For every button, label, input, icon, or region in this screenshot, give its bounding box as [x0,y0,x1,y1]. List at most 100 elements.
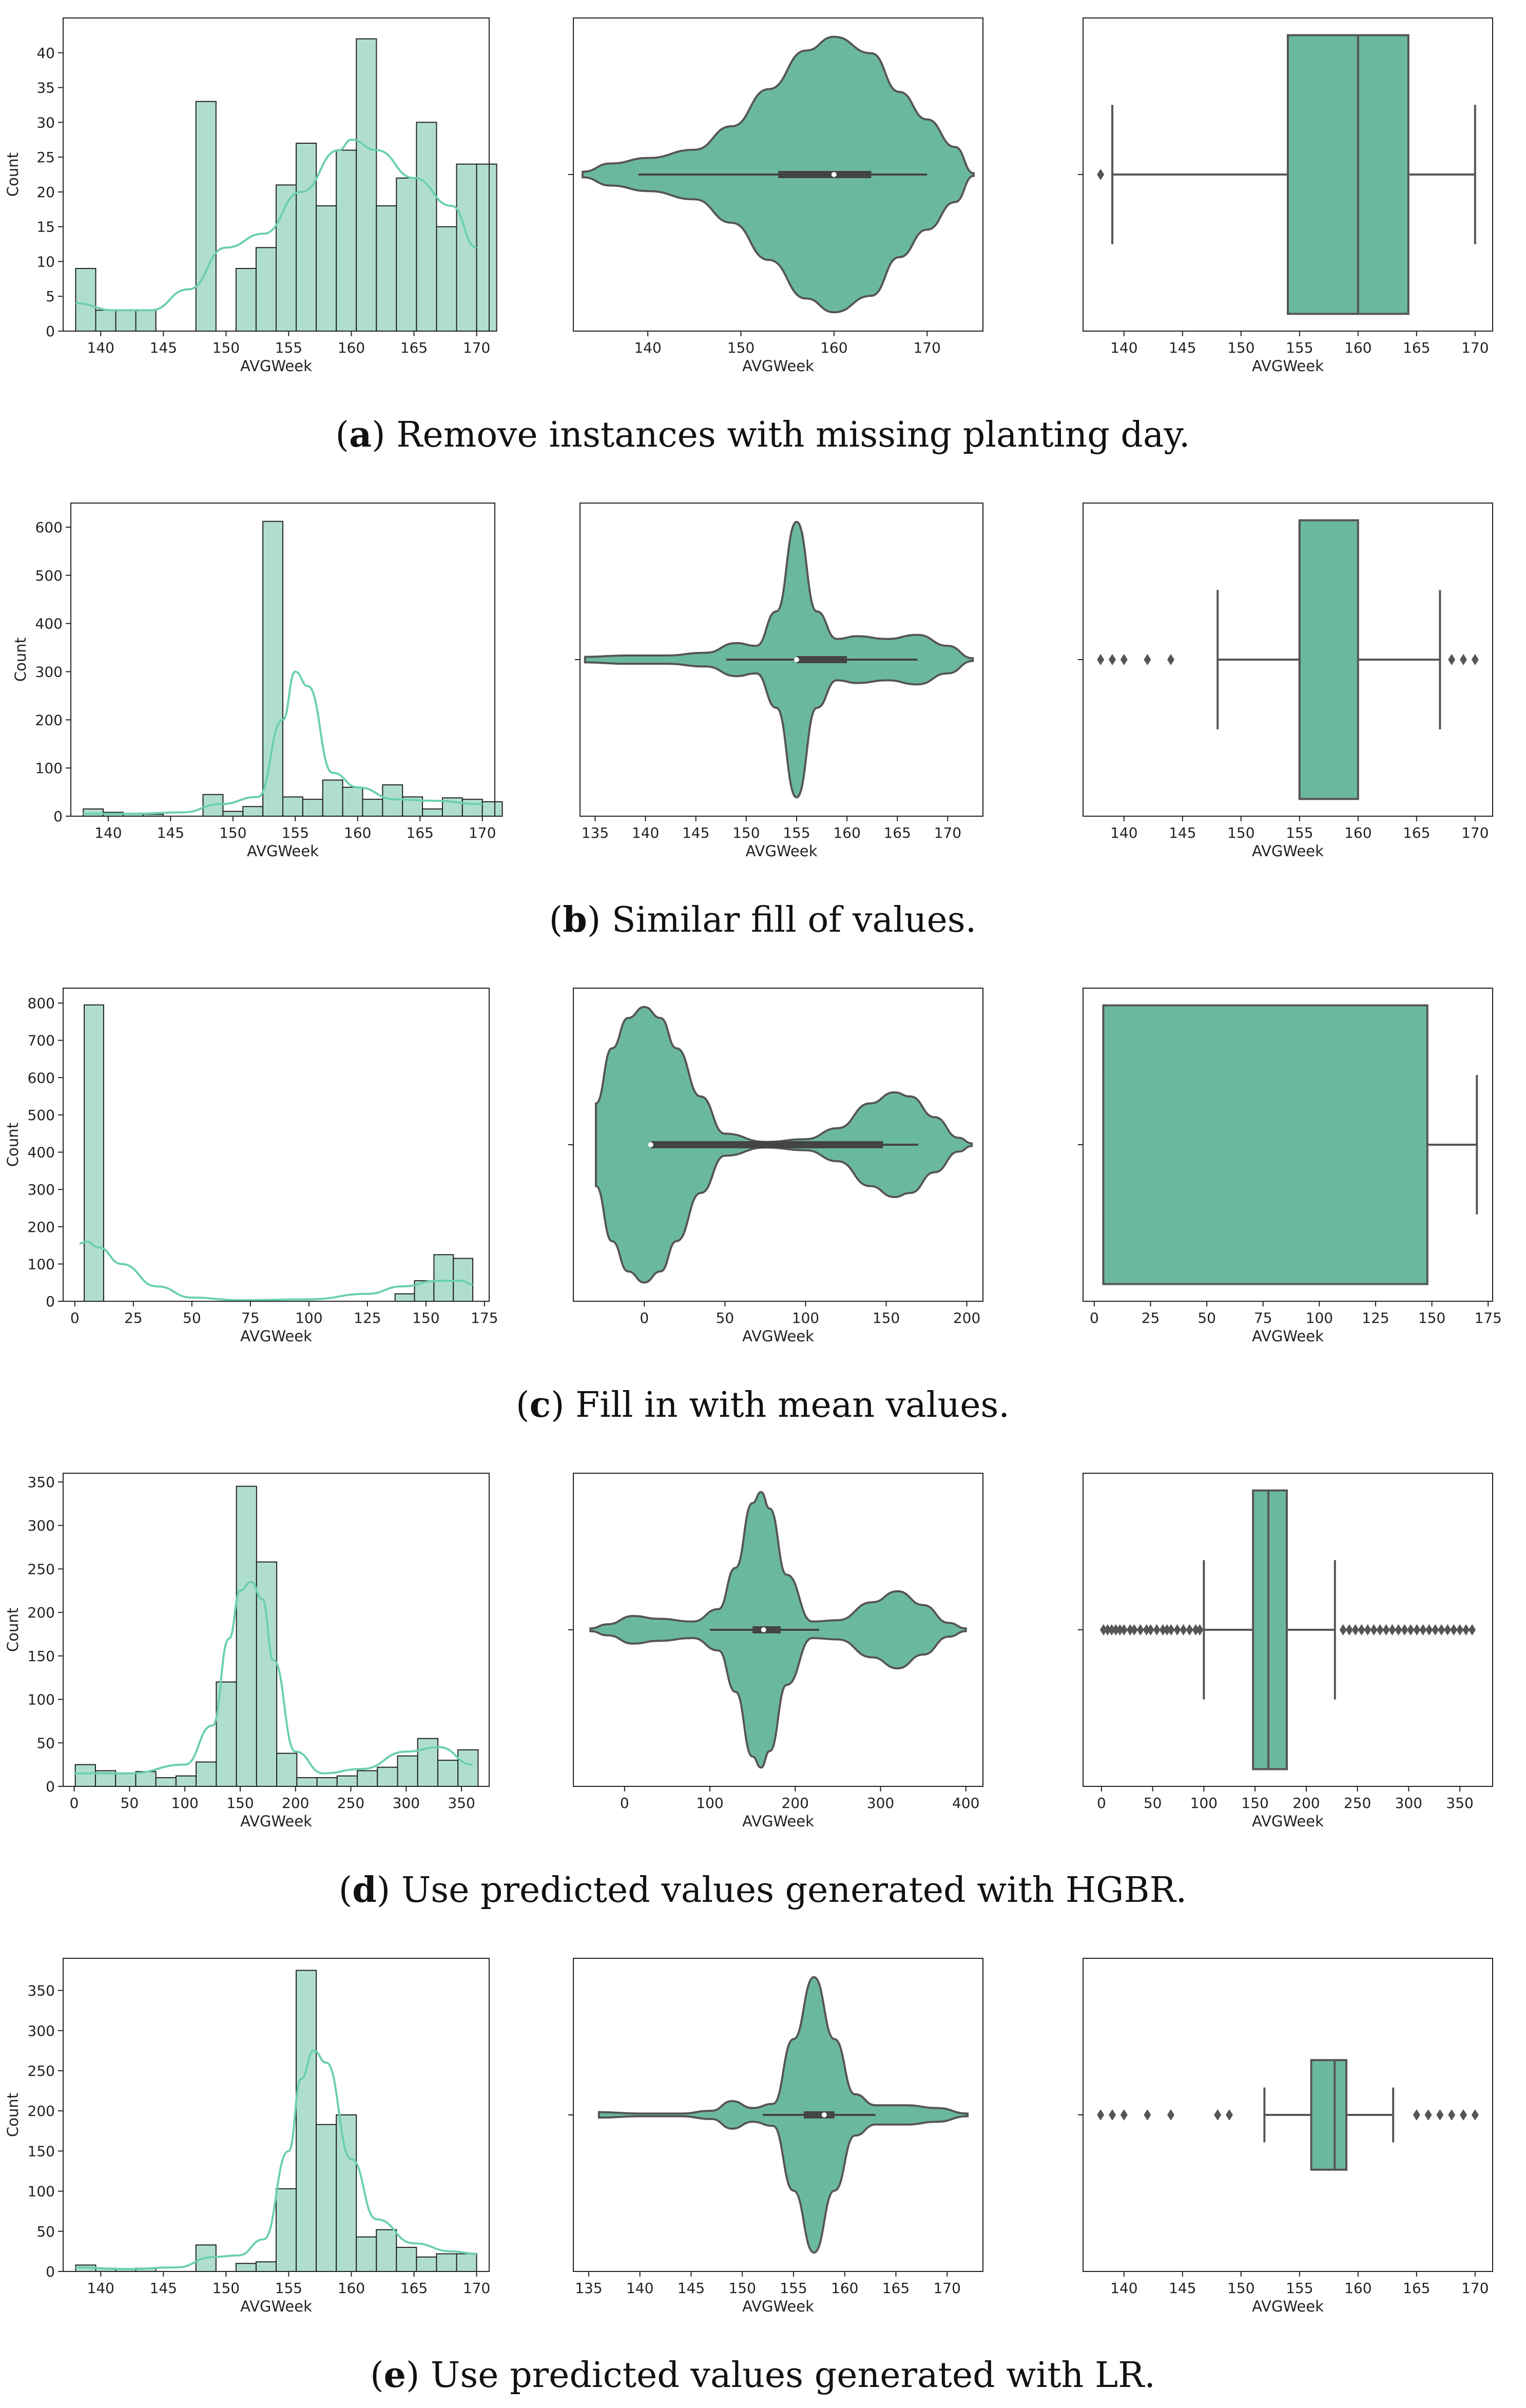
y-tick-label: 15 [36,219,55,236]
x-tick-label: 150 [213,339,240,356]
x-tick-label: 400 [952,1795,979,1812]
histogram-panel: 0 100 200 300 400 500 600 700 800 Count 0 25 50 75 100… [4,988,498,1345]
hist-bar [433,1254,454,1302]
x-tick-label: 150 [213,2280,240,2297]
box-outlier [1460,2109,1467,2121]
y-tick-label: 200 [28,2103,55,2120]
y-tick-label: 400 [28,1144,55,1161]
hist-bar [236,1486,257,1787]
hist-bar [397,1755,418,1787]
x-tick-label: 25 [1142,1309,1160,1326]
x-tick-label: 160 [1344,824,1372,841]
x-tick-label: 170 [933,2280,960,2297]
box-outlier [1120,1624,1128,1635]
box-outlier [1112,1624,1119,1635]
hist-bar [416,122,437,332]
x-tick-label: 175 [1475,1309,1502,1326]
x-axis-label: AVGWeek [247,842,319,860]
hist-bar [356,2236,377,2272]
x-tick-label: 175 [471,1309,498,1326]
x-tick-label: 145 [157,824,184,841]
kde-line [83,670,482,815]
box-outlier [1167,654,1174,665]
x-tick-label: 165 [400,2280,428,2297]
box-outlier [1456,1624,1464,1635]
hist-bar [235,268,257,332]
x-tick-label: 135 [582,824,609,841]
x-tick-label: 150 [1418,1309,1445,1326]
x-tick-label: 160 [1344,339,1372,356]
hist-bar [75,268,96,332]
hist-bar [336,1775,358,1787]
box-iqr [1298,519,1359,800]
hist-bar [115,310,137,332]
x-tick-label: 150 [219,824,246,841]
box-outlier [1376,1624,1384,1635]
box-outlier [1159,1624,1167,1635]
x-tick-label: 350 [448,1795,475,1812]
y-tick-label: 350 [28,1982,55,1999]
x-tick-label: 165 [1403,339,1430,356]
y-tick-label: 400 [35,615,63,632]
x-tick-label: 140 [1110,2280,1137,2297]
kde-line [74,1581,473,1775]
caption-text: ) Fill in with mean values. [551,1385,1010,1425]
x-axis-label: AVGWeek [742,2298,814,2315]
caption-letter: e [384,2355,406,2396]
hist-bar [282,796,303,817]
violin-iqr-box [803,2111,835,2118]
subfigure-caption: (d) Use predicted values generated with … [339,1870,1187,1911]
x-tick-label: 155 [275,339,302,356]
y-tick-label: 200 [35,711,63,728]
box-outlier [1167,1624,1175,1635]
x-axis-label: AVGWeek [1252,357,1324,375]
x-tick-label: 300 [393,1795,420,1812]
x-axis-label: AVGWeek [240,1327,312,1345]
x-tick-label: 140 [634,339,661,356]
y-tick-label: 300 [35,663,63,680]
x-tick-label: 160 [820,339,847,356]
subfigure-caption: (b) Similar fill of values. [549,899,977,940]
kde-line [79,1240,473,1301]
box-outlier [1120,2109,1128,2121]
hist-bar [296,1970,317,2272]
box-outlier [1109,654,1116,665]
caption-text: ) Use predicted values generated with HG… [377,1870,1187,1911]
y-tick-label: 30 [36,114,55,131]
y-tick-label: 600 [35,519,63,536]
hist-bar [276,1752,298,1787]
box-outlier [1432,1624,1439,1635]
hist-bar [376,2229,397,2272]
y-tick-label: 0 [46,1293,55,1310]
box-outlier [1448,654,1456,665]
box-outlier [1450,1624,1458,1635]
box-iqr [1102,1004,1428,1285]
x-tick-label: 100 [696,1795,723,1812]
y-tick-label: 500 [28,1107,55,1124]
plot-frame [63,17,490,332]
box-outlier [1226,2109,1233,2121]
hist-bar [436,226,457,332]
box-outlier [1099,1624,1107,1635]
hist-bar [195,101,217,332]
hist-bar [95,310,117,332]
hist-bar [115,1773,137,1787]
box-outlier [1469,1624,1476,1635]
x-tick-label: 50 [1197,1309,1216,1326]
hist-bar [342,786,363,817]
x-axis-label: AVGWeek [742,1327,814,1345]
x-tick-label: 350 [1446,1795,1473,1812]
plot-frame [63,1958,490,2272]
hist-bar [74,1764,96,1787]
y-tick-label: 300 [28,1181,55,1198]
box-outlier [1104,1624,1111,1635]
x-tick-label: 135 [575,2280,602,2297]
caption-letter: c [530,1384,551,1425]
x-tick-label: 50 [716,1309,735,1326]
box-outlier [1407,1624,1415,1635]
y-tick-label: 0 [46,323,55,340]
hist-bar [416,2256,437,2272]
kde-line [75,139,477,312]
x-tick-label: 140 [87,2280,114,2297]
violin-iqr-box [778,171,872,178]
